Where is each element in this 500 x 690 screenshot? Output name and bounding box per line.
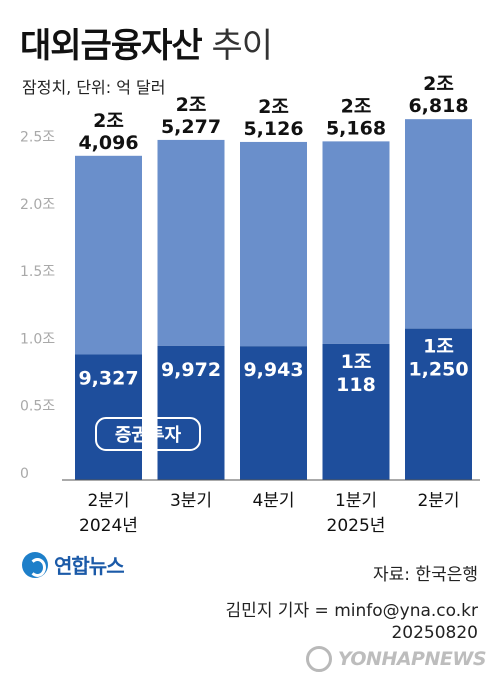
y-tick-label: 2.5조 [20, 130, 55, 146]
bar-segment-securities [322, 343, 390, 480]
bar-segment-securities [405, 328, 472, 480]
yonhap-logo-text: 연합뉴스 [54, 554, 125, 578]
source-note: 자료: 한국은행 [373, 565, 478, 585]
y-tick-label: 0 [20, 466, 29, 482]
watermark-text: YONHAPNEWS [337, 648, 487, 670]
unit-note: 잠정치, 단위: 억 달러 [22, 78, 166, 97]
total-value-label: 6,818 [408, 95, 468, 117]
legend-label: 증권투자 [115, 425, 182, 446]
yonhap-logo: 연합뉴스 [22, 550, 125, 579]
chart-title-main: 대외금융자산 [20, 26, 203, 66]
category-label: 1분기 [335, 491, 377, 511]
credit-reporter: 김민지 기자 = minfo@yna.co.kr [225, 601, 478, 621]
category-label: 2분기 [87, 491, 129, 511]
securities-value-label: 9,943 [243, 359, 303, 381]
bar-segment-other [322, 141, 390, 344]
bar-segment-other [240, 141, 307, 347]
total-value-label: 2조 [341, 95, 372, 117]
watermark-icon [305, 646, 332, 672]
category-year-label: 2024년 [79, 516, 138, 536]
bar-chart: 00.5조1.0조1.5조2.0조2.5조9,3272조4,0962분기2024… [20, 73, 480, 536]
securities-value-label: 1,250 [408, 359, 468, 381]
legend-pill [95, 417, 201, 451]
category-label: 3분기 [170, 491, 212, 511]
watermark: YONHAPNEWS [305, 646, 487, 672]
credit: 김민지 기자 = minfo@yna.co.kr 20250820 [226, 600, 478, 644]
category-label: 4분기 [252, 491, 294, 511]
category-year-label: 2025년 [327, 516, 386, 536]
credit-date: 20250820 [391, 623, 478, 643]
bar-segment-other [405, 119, 472, 329]
total-value-label: 2조 [176, 94, 207, 116]
securities-value-label: 1조 [423, 336, 454, 358]
bar-segment-other [75, 155, 142, 355]
total-value-label: 5,126 [243, 118, 303, 140]
securities-value-label: 1조 [341, 351, 372, 373]
chart-title: 대외금융자산 추이 [20, 18, 273, 67]
total-value-label: 2조 [258, 96, 289, 118]
securities-value-label: 9,972 [161, 359, 221, 381]
bar-segment-securities [240, 346, 307, 480]
bar-segment-other [157, 139, 225, 346]
total-value-label: 5,168 [326, 117, 386, 139]
y-tick-label: 0.5조 [20, 399, 55, 415]
total-value-label: 2조 [423, 73, 454, 95]
securities-value-label: 9,327 [78, 368, 138, 390]
securities-value-label: 118 [336, 374, 376, 396]
yonhap-logo-icon [22, 551, 48, 578]
y-tick-label: 1.0조 [20, 331, 55, 347]
category-label: 2분기 [417, 491, 459, 511]
total-value-label: 5,277 [161, 116, 221, 138]
y-tick-label: 2.0조 [20, 197, 55, 213]
chart-title-sub: 추이 [201, 26, 273, 66]
total-value-label: 2조 [93, 110, 124, 132]
bar-segment-securities [157, 345, 225, 480]
total-value-label: 4,096 [78, 132, 138, 154]
y-tick-label: 1.5조 [20, 264, 55, 280]
